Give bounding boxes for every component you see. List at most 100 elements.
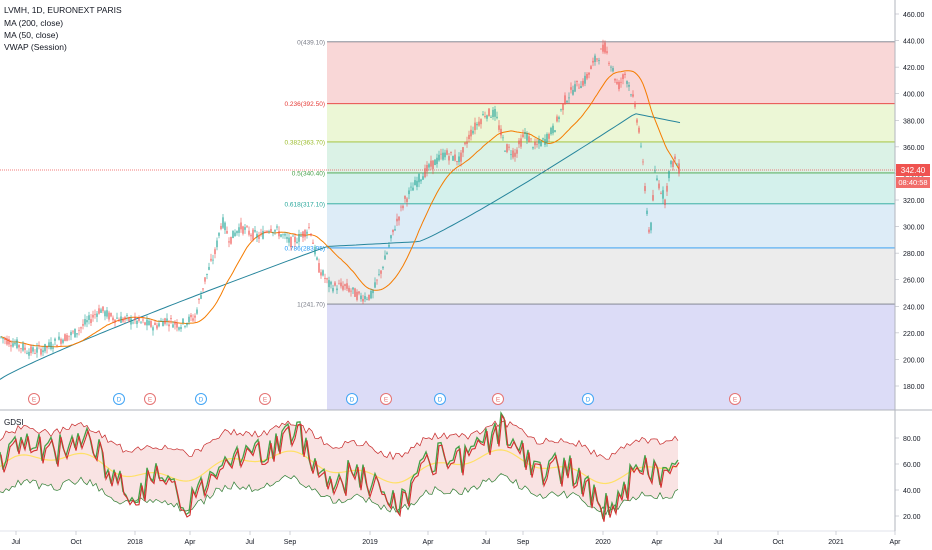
candle-body [444,152,446,158]
candle-body [380,270,382,274]
candle-body [602,44,604,52]
candle-body [674,156,676,160]
price-tick-label: 180.00 [903,384,925,391]
gdsi-upper-band [0,420,679,461]
time-tick-label: Jul [714,539,723,546]
fibonacci-zones[interactable] [327,41,895,410]
candle-body [276,226,278,228]
candle-body [182,318,184,323]
candle-body [658,183,660,189]
candle-body [478,121,480,126]
candle-body [450,151,452,153]
candle-body [68,335,70,337]
candle-body [354,288,356,297]
candle-body [414,180,416,186]
candle-body [230,236,232,244]
candle-body [12,343,14,347]
time-axis[interactable]: Jul Oct 2018 Apr Jul Sep 2019 Apr Jul Sep 2020 Apr J… [12,531,902,546]
time-tick-label: Apr [652,539,664,546]
candle-body [548,133,550,139]
candle-body [594,55,596,62]
candle-body [624,73,626,75]
candle-body [74,328,76,338]
candle-body [168,324,170,327]
candle-body [148,320,150,326]
candle-body [312,242,314,244]
time-tick-label: 2021 [828,539,844,546]
candle-body [576,80,578,82]
candle-body [70,332,72,336]
price-axis[interactable]: 460.00440.00420.00400.00380.00360.00340.… [895,12,925,391]
fib-level-label: 0.236(392.50) [285,101,325,108]
fib-level-label: 0(439.10) [297,39,325,46]
price-tick-label: 400.00 [903,92,925,99]
candle-body [278,231,280,237]
candle-body [370,290,372,299]
candle-body [636,119,638,123]
legend-ma200[interactable]: MA (200, close) [4,18,64,28]
candle-body [588,72,590,75]
candle-body [440,153,442,155]
candle-body [26,352,28,354]
candle-body [328,280,330,288]
legend-vwap[interactable]: VWAP (Session) [4,42,67,52]
ma-200-path [0,113,681,380]
candle-body [662,190,664,199]
candle-body [612,68,614,72]
candle-body [490,116,492,118]
candle-body [540,141,542,147]
candle-body [492,109,494,117]
candle-body [144,322,146,325]
candle-body [584,75,586,84]
candle-body [566,100,568,103]
candle-body [156,325,158,329]
candle-body [580,86,582,89]
indicator-title[interactable]: GDSI [4,418,24,427]
symbol-title[interactable]: LVMH, 1D, EURONEXT PARIS [4,5,122,15]
candle-body [284,233,286,236]
earnings-marker [259,393,271,405]
indicator-axis[interactable]: 80.00 60.00 40.00 20.00 [895,436,921,521]
candle-body [334,282,336,286]
candle-body [436,157,438,165]
fib-level-label: 0.618(317.10) [285,201,325,208]
candle-body [248,230,250,235]
candle-body [24,347,26,350]
candle-body [426,165,428,172]
earnings-marker [28,393,40,405]
candle-body [484,116,486,118]
candle-body [14,342,16,345]
candle-body [62,339,64,343]
candle-body [518,140,520,145]
legend-ma50[interactable]: MA (50, close) [4,30,59,40]
candle-body [610,66,612,68]
candle-body [570,87,572,90]
fibonacci-levels[interactable]: 0(439.10) 0.236(392.50) 0.382(363.70) 0.5(3… [285,39,895,309]
fib-zone [327,103,895,142]
candle-body [282,234,284,236]
candle-body [552,125,554,134]
price-tick-label: 300.00 [903,225,925,232]
candle-body [252,229,254,240]
candle-body [30,346,32,354]
candle-body [372,290,374,294]
candle-body [558,117,560,119]
candle-body [500,128,502,136]
gdsi-indicator-pane[interactable] [0,410,680,522]
candle-body [38,345,40,347]
candle-body [382,266,384,269]
candle-body [668,171,670,179]
candle-body [582,80,584,86]
candle-body [266,231,268,233]
candle-body [388,244,390,247]
candle-body [240,222,242,230]
candle-body [106,310,108,317]
candle-body [564,95,566,105]
candle-body [600,48,602,50]
candle-body [638,127,640,133]
candle-body [678,163,680,174]
time-tick-label: Oct [71,539,82,546]
candle-body [136,320,138,325]
